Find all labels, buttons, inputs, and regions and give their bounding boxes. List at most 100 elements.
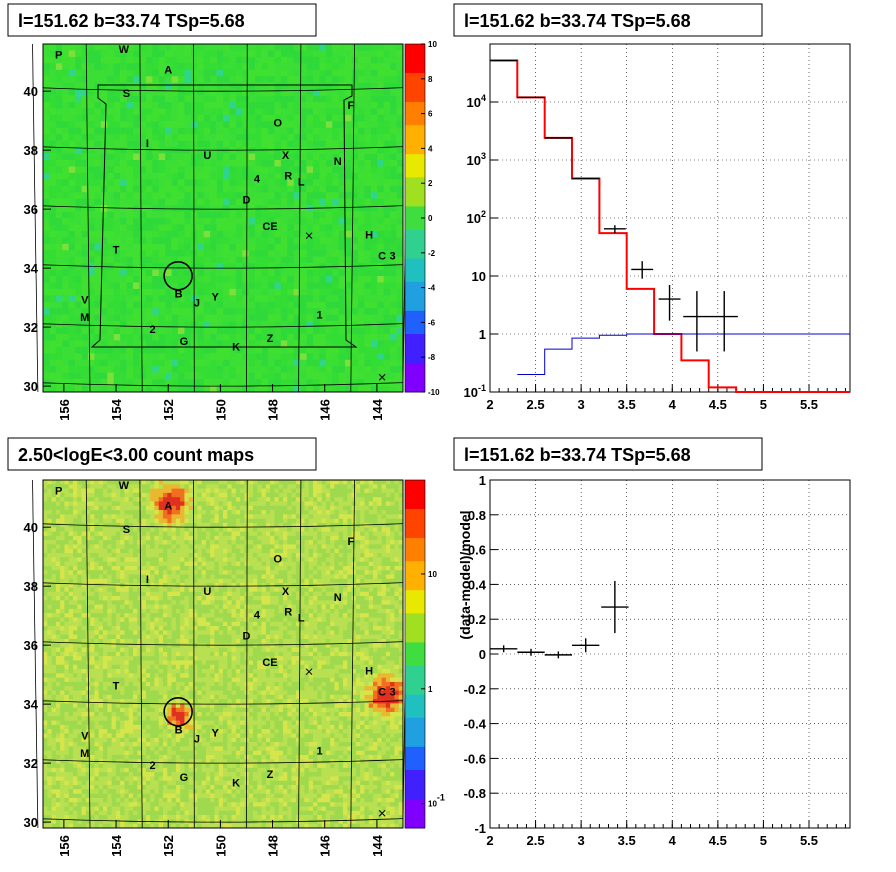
map-pixel	[390, 230, 397, 238]
map-pixel	[280, 127, 288, 135]
map-pixel	[253, 514, 258, 519]
map-pixel	[133, 211, 140, 219]
map-pixel	[229, 301, 237, 309]
map-pixel	[255, 50, 262, 58]
map-pixel	[300, 514, 305, 519]
map-pixel	[381, 540, 387, 545]
map-pixel	[184, 514, 190, 519]
map-pixel	[163, 557, 168, 562]
map-pixel	[330, 510, 335, 515]
map-pixel	[319, 166, 327, 174]
map-pixel	[88, 114, 95, 122]
map-pixel	[85, 561, 91, 567]
map-pixel	[55, 334, 63, 341]
map-pixel	[197, 114, 205, 122]
map-pixel	[107, 561, 112, 567]
map-pixel	[306, 192, 314, 199]
map-pixel	[287, 185, 295, 193]
map-pixel	[64, 510, 70, 515]
map-pixel	[304, 535, 310, 541]
map-pixel	[55, 179, 63, 187]
map-pixel	[158, 250, 166, 257]
map-pixel	[203, 269, 211, 277]
map-pixel	[165, 69, 172, 77]
map-pixel	[270, 557, 275, 562]
map-pixel	[88, 385, 95, 393]
map-pixel	[137, 565, 142, 571]
map-pixel	[98, 570, 104, 575]
map-pixel	[248, 211, 256, 219]
map-pixel	[377, 211, 385, 219]
map-pixel	[81, 385, 89, 393]
map-pixel	[313, 140, 320, 148]
map-pixel	[377, 488, 382, 494]
map-pixel	[255, 69, 262, 77]
map-pixel	[171, 366, 179, 373]
map-pixel	[268, 282, 275, 290]
colorbar-swatch	[405, 160, 425, 167]
map-pixel	[306, 269, 314, 277]
map-pixel	[394, 535, 400, 541]
map-pixel	[253, 557, 258, 562]
map-pixel	[343, 531, 348, 537]
map-pixel	[145, 548, 151, 554]
map-pixel	[120, 492, 125, 498]
map-pixel	[178, 114, 185, 122]
map-pixel	[210, 185, 217, 193]
map-pixel	[377, 557, 382, 562]
map-pixel	[139, 230, 147, 238]
map-pixel	[377, 166, 385, 174]
map-pixel	[338, 510, 344, 515]
colorbar-swatch	[405, 61, 425, 68]
map-pixel	[287, 366, 295, 373]
map-pixel	[152, 314, 160, 322]
map-pixel	[261, 134, 269, 141]
map-pixel	[158, 372, 166, 380]
map-pixel	[62, 250, 70, 257]
map-pixel	[62, 185, 70, 193]
map-pixel	[390, 102, 397, 109]
map-pixel	[370, 127, 378, 135]
map-pixel	[150, 518, 155, 524]
map-pixel	[229, 140, 237, 148]
map-pixel	[287, 501, 292, 507]
colorbar-swatch	[405, 345, 425, 352]
map-pixel	[274, 359, 282, 367]
map-pixel	[330, 522, 335, 528]
map-pixel	[319, 44, 327, 51]
map-pixel	[55, 557, 61, 562]
map-pixel	[253, 565, 258, 571]
map-pixel	[145, 250, 153, 257]
map-pixel	[126, 147, 134, 154]
map-pixel	[158, 366, 166, 373]
map-pixel	[107, 535, 112, 541]
map-pixel	[171, 250, 179, 257]
map-pixel	[137, 518, 142, 524]
map-pixel	[274, 480, 280, 485]
map-pixel	[300, 69, 307, 77]
map-pixel	[300, 160, 307, 167]
map-pixel	[107, 69, 115, 77]
map-pixel	[261, 50, 269, 58]
panel-title-tl: l=151.62 b=33.74 TSp=5.68	[7, 3, 317, 37]
map-pixel	[68, 570, 74, 575]
map-pixel	[203, 224, 211, 232]
map-pixel	[383, 340, 391, 348]
map-pixel	[184, 527, 190, 532]
map-pixel	[223, 172, 230, 180]
map-pixel	[81, 230, 89, 238]
map-pixel	[113, 114, 121, 122]
map-pixel	[280, 160, 288, 167]
colorbar-swatch	[405, 67, 425, 74]
map-pixel	[313, 366, 320, 373]
map-pixel	[47, 535, 52, 541]
map-pixel	[88, 366, 95, 373]
latitude-line	[42, 264, 404, 269]
map-pixel	[193, 497, 198, 502]
map-pixel	[47, 505, 52, 511]
map-pixel	[317, 484, 322, 489]
map-pixel	[216, 153, 224, 161]
map-pixel	[383, 76, 391, 83]
map-pixel	[205, 484, 211, 489]
